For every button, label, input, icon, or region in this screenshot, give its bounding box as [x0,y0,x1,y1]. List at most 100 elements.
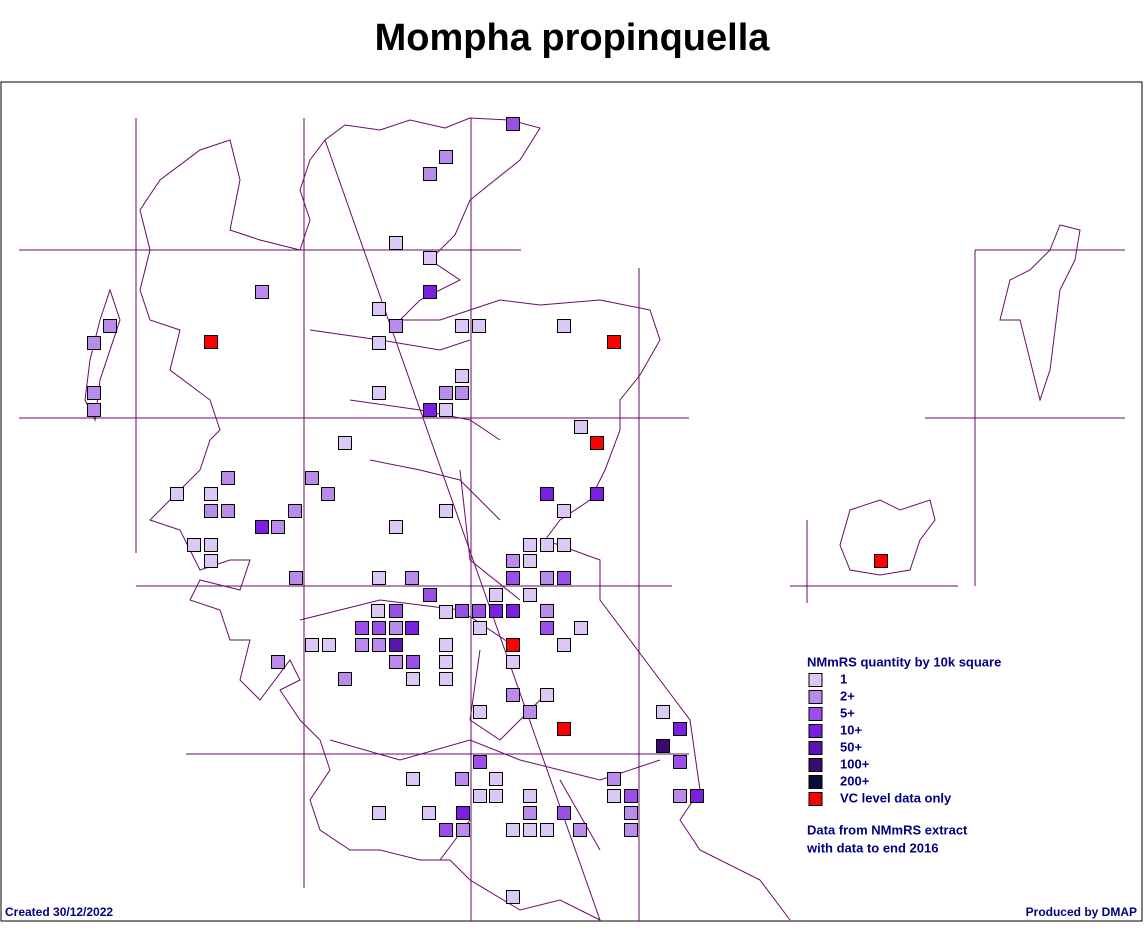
record-square [874,554,888,568]
record-square [574,420,588,434]
record-square [455,319,469,333]
record-square [673,755,687,769]
record-square [439,672,453,686]
record-square [439,605,453,619]
record-square [321,487,335,501]
title: Mompha propinquella [375,17,771,59]
record-square [221,504,235,518]
record-square [455,386,469,400]
record-square [439,655,453,669]
record-square [557,806,571,820]
note: with data to end 2016 [806,840,938,855]
record-square [506,823,520,837]
legend-label: 100+ [840,756,870,771]
record-square [389,638,403,652]
record-square [489,772,503,786]
record-square [204,554,218,568]
record-square [506,554,520,568]
record-square [87,386,101,400]
record-square [187,538,201,552]
record-square [557,538,571,552]
record-square [423,285,437,299]
note: Data from NMmRS extract [807,822,968,837]
record-square [204,504,218,518]
produced: Produced by DMAP [1026,905,1137,919]
record-square [455,604,469,618]
record-square [372,638,386,652]
legend-swatch [808,758,823,772]
record-square [540,538,554,552]
record-square [506,571,520,585]
record-square [389,236,403,250]
legend-swatch [808,741,823,755]
record-square [372,806,386,820]
record-square [557,722,571,736]
record-square [439,150,453,164]
record-square [523,806,537,820]
record-square [406,655,420,669]
record-square [540,604,554,618]
frame [0,81,1143,922]
record-square [557,319,571,333]
record-square [607,789,621,803]
legend-swatch [808,775,823,789]
record-square [540,621,554,635]
record-square [372,336,386,350]
record-square [372,302,386,316]
record-square [557,638,571,652]
record-square [87,336,101,350]
record-square [439,823,453,837]
record-square [540,823,554,837]
record-square [473,705,487,719]
record-square [523,554,537,568]
legend-label: 5+ [840,705,855,720]
record-square [439,386,453,400]
record-square [170,487,184,501]
record-square [255,520,269,534]
legend-swatch [808,673,823,687]
record-square [456,823,470,837]
record-square [423,403,437,417]
record-square [305,638,319,652]
record-square [271,655,285,669]
record-square [590,436,604,450]
record-square [506,638,520,652]
record-square [338,672,352,686]
record-square [473,621,487,635]
record-square [371,604,385,618]
record-square [574,621,588,635]
record-square [389,319,403,333]
record-square [439,403,453,417]
record-square [573,823,587,837]
record-square [389,621,403,635]
legend-swatch [808,724,823,738]
record-square [305,471,319,485]
record-square [506,117,520,131]
legend-label: 1 [840,671,847,686]
record-square [389,520,403,534]
record-square [690,789,704,803]
record-square [523,588,537,602]
legend-label: VC level data only [840,790,952,805]
record-square [472,319,486,333]
record-square [624,823,638,837]
record-square [624,789,638,803]
record-square [439,638,453,652]
record-square [540,571,554,585]
record-square [489,789,503,803]
record-square [624,806,638,820]
record-square [405,621,419,635]
record-square [322,638,336,652]
record-square [87,403,101,417]
record-square [656,739,670,753]
record-square [221,471,235,485]
record-square [607,772,621,786]
legend-label: 200+ [840,773,870,788]
grid [19,118,1125,921]
record-square [423,167,437,181]
record-square [540,487,554,501]
record-square [506,655,520,669]
record-square [472,604,486,618]
record-square [523,789,537,803]
record-square [406,772,420,786]
